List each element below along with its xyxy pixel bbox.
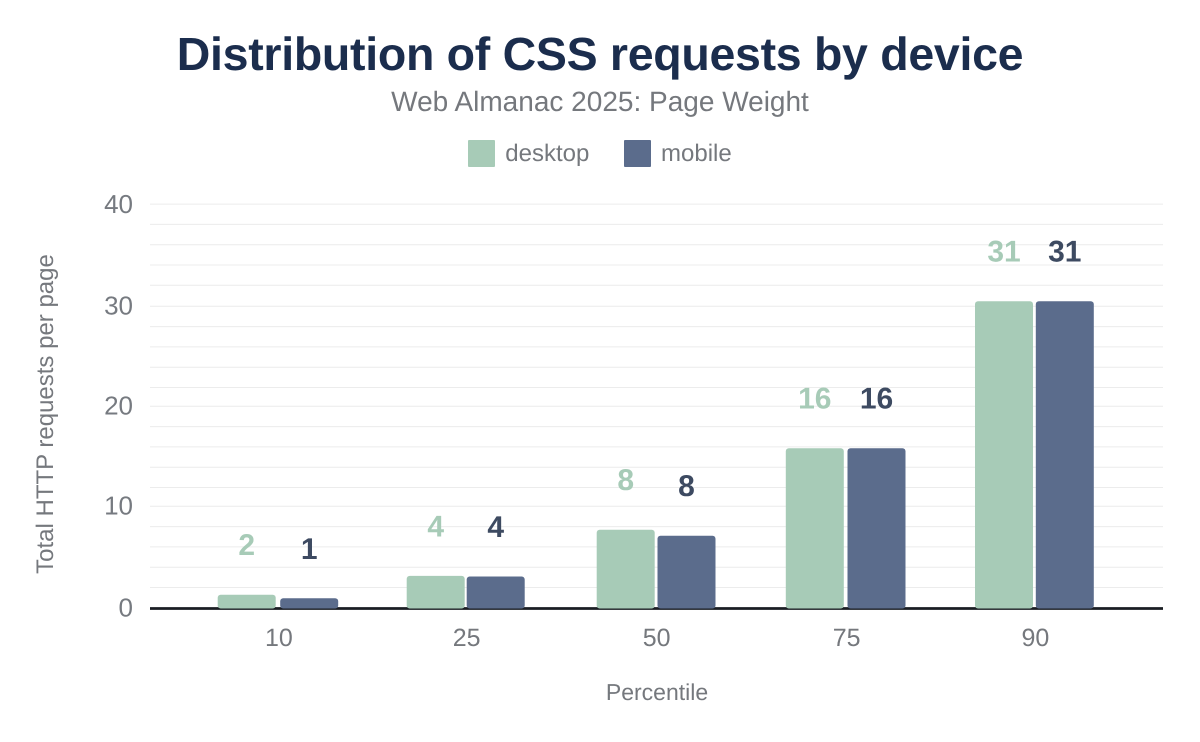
svg-text:0: 0 (119, 593, 133, 623)
svg-text:4: 4 (427, 510, 444, 543)
svg-text:4: 4 (487, 511, 504, 544)
svg-text:50: 50 (643, 624, 671, 652)
svg-text:8: 8 (678, 470, 695, 503)
svg-text:31: 31 (1048, 236, 1081, 269)
svg-text:16: 16 (860, 383, 893, 416)
svg-text:16: 16 (798, 383, 831, 416)
svg-text:1: 1 (301, 533, 318, 566)
svg-text:75: 75 (833, 624, 861, 652)
svg-text:20: 20 (104, 391, 133, 421)
svg-text:40: 40 (104, 189, 133, 219)
svg-text:25: 25 (453, 624, 481, 652)
svg-text:10: 10 (104, 491, 133, 521)
svg-text:8: 8 (617, 464, 634, 497)
svg-text:30: 30 (104, 291, 133, 321)
svg-text:2: 2 (238, 529, 255, 562)
svg-text:90: 90 (1021, 624, 1049, 652)
svg-text:31: 31 (987, 236, 1020, 269)
svg-text:10: 10 (265, 624, 293, 652)
